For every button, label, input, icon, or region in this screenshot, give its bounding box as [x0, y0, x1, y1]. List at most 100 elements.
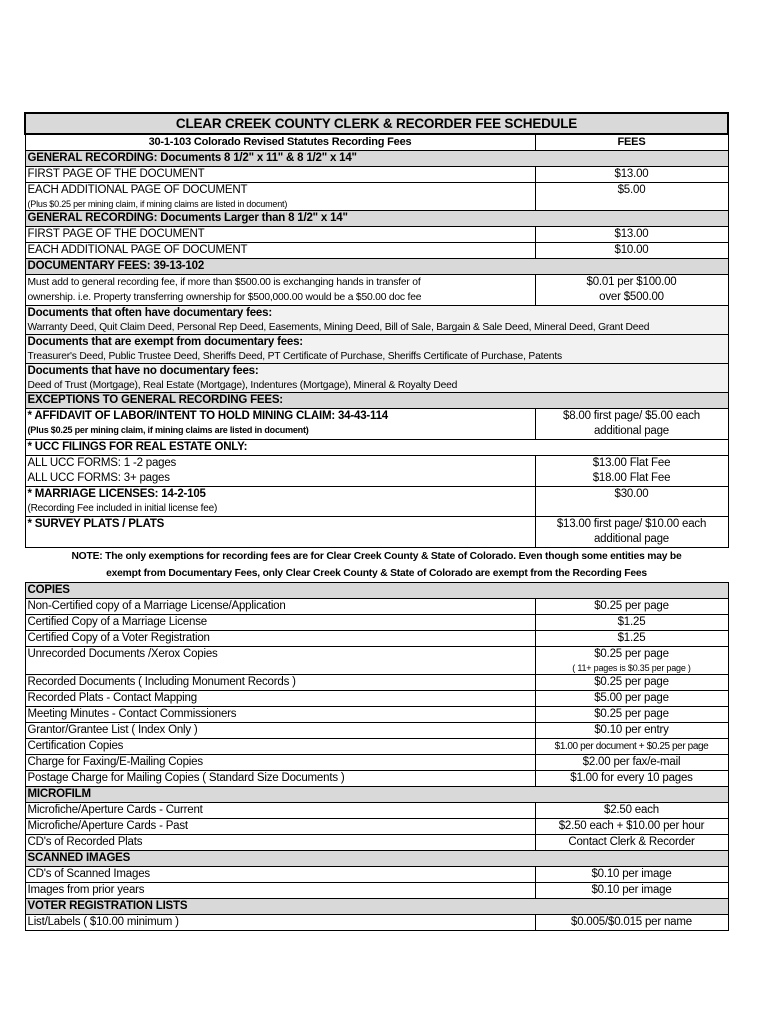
- fee-description: * SURVEY PLATS / PLATS: [24, 516, 536, 548]
- list-text: Warranty Deed, Quit Claim Deed, Personal…: [24, 321, 729, 335]
- fee-line: $2.50 each + $10.00 per hour: [558, 820, 705, 832]
- fee-amount: $0.10 per entry: [534, 722, 729, 739]
- subhead-text: Documents that are exempt from documenta…: [24, 334, 729, 350]
- fee-line: $1.00 for every 10 pages: [570, 772, 693, 784]
- fee-line: $0.10 per entry: [594, 724, 669, 736]
- fee-line: over $500.00: [599, 291, 664, 303]
- list-row: Deed of Trust (Mortgage), Real Estate (M…: [24, 379, 729, 393]
- description-line: Charge for Faxing/E-Mailing Copies: [27, 756, 204, 768]
- section-row: DOCUMENTARY FEES: 39-13-102: [24, 258, 729, 275]
- fee-description: Images from prior years: [24, 882, 536, 899]
- fee-line: Contact Clerk & Recorder: [568, 836, 695, 848]
- fee-line: $1.25: [617, 632, 646, 644]
- description-line: Certified Copy of a Voter Registration: [27, 632, 210, 644]
- description-line: CD's of Scanned Images: [27, 868, 151, 880]
- fee-row: Recorded Documents ( Including Monument …: [24, 674, 729, 691]
- description-line: Grantor/Grantee List ( Index Only ): [27, 724, 198, 736]
- section-text: COPIES: [24, 582, 729, 599]
- fee-amount: $0.10 per image: [534, 866, 729, 883]
- fee-line: $13.00 Flat Fee: [592, 457, 671, 469]
- description-line: * MARRIAGE LICENSES: 14-2-105: [27, 488, 206, 500]
- description-line: ALL UCC FORMS: 1 -2 pages: [27, 457, 177, 469]
- list-text: Treasurer's Deed, Public Trustee Deed, S…: [24, 350, 729, 364]
- fee-row: FIRST PAGE OF THE DOCUMENT $13.00: [24, 166, 729, 183]
- header-row: 30-1-103 Colorado Revised Statutes Recor…: [24, 133, 729, 151]
- description-note: (Plus $0.25 per mining claim, if mining …: [27, 199, 288, 209]
- description-line: Postage Charge for Mailing Copies ( Stan…: [27, 772, 345, 784]
- fee-row: Must add to general recording fee, if mo…: [24, 274, 729, 306]
- fee-amount: $5.00 per page: [534, 690, 729, 707]
- section-text: SCANNED IMAGES: [24, 850, 729, 867]
- fee-description: Recorded Plats - Contact Mapping: [24, 690, 536, 707]
- fee-description: Meeting Minutes - Contact Commissioners: [24, 706, 536, 723]
- description-line: Must add to general recording fee, if mo…: [27, 277, 421, 288]
- fee-amount: $1.00 per document + $0.25 per page: [534, 738, 729, 755]
- description-line: * UCC FILINGS FOR REAL ESTATE ONLY:: [27, 441, 248, 453]
- subhead-text: Documents that have no documentary fees:: [24, 363, 729, 379]
- fee-row: ALL UCC FORMS: 1 -2 pages ALL UCC FORMS: …: [24, 455, 729, 487]
- fee-amount: $0.01 per $100.00 over $500.00: [534, 274, 729, 306]
- fee-line: $0.25 per page: [594, 708, 669, 720]
- subhead-row: Documents that have no documentary fees:: [24, 363, 729, 379]
- fee-description: Non-Certified copy of a Marriage License…: [24, 598, 536, 615]
- description-line: Recorded Plats - Contact Mapping: [27, 692, 198, 704]
- fee-amount: $1.25: [534, 630, 729, 647]
- fee-row: * AFFIDAVIT OF LABOR/INTENT TO HOLD MINI…: [24, 408, 729, 440]
- section-row: COPIES: [24, 582, 729, 599]
- description-note: (Recording Fee included in initial licen…: [27, 503, 218, 514]
- fee-row: FIRST PAGE OF THE DOCUMENT $13.00: [24, 226, 729, 243]
- description-line: Certification Copies: [27, 740, 124, 752]
- fee-line: $0.005/$0.015 per name: [571, 916, 692, 928]
- section-text: EXCEPTIONS TO GENERAL RECORDING FEES:: [24, 392, 729, 409]
- fee-amount: $8.00 first page/ $5.00 each additional p…: [534, 408, 729, 440]
- note-line: exempt from Documentary Fees, only Clear…: [106, 568, 647, 579]
- note-line: NOTE: The only exemptions for recording …: [71, 551, 682, 562]
- description-line: Microfiche/Aperture Cards - Past: [27, 820, 189, 832]
- fee-description: CD's of Recorded Plats: [24, 834, 536, 851]
- fee-row: Charge for Faxing/E-Mailing Copies $2.00 …: [24, 754, 729, 771]
- list-text: Deed of Trust (Mortgage), Real Estate (M…: [24, 379, 729, 393]
- section-row: GENERAL RECORDING: Documents Larger than…: [24, 210, 729, 227]
- fee-description: Unrecorded Documents /Xerox Copies: [24, 646, 536, 675]
- fee-row: Recorded Plats - Contact Mapping $5.00 pe…: [24, 690, 729, 707]
- description-line: EACH ADDITIONAL PAGE OF DOCUMENT: [27, 184, 248, 196]
- description-line: Meeting Minutes - Contact Commissioners: [27, 708, 237, 720]
- subhead-row: Documents that are exempt from documenta…: [24, 334, 729, 350]
- fee-line: $0.10 per image: [591, 884, 672, 896]
- section-text: GENERAL RECORDING: Documents Larger than…: [24, 210, 729, 227]
- fee-row: CD's of Recorded Plats Contact Clerk & Re…: [24, 834, 729, 851]
- fee-amount: $0.25 per page ( 11+ pages is $0.35 per p…: [534, 646, 729, 675]
- subhead-text: Documents that often have documentary fe…: [24, 305, 729, 321]
- fee-description: Grantor/Grantee List ( Index Only ): [24, 722, 536, 739]
- description-line: Microfiche/Aperture Cards - Current: [27, 804, 203, 816]
- title-text: CLEAR CREEK COUNTY CLERK & RECORDER FEE …: [24, 112, 729, 135]
- fee-row: Postage Charge for Mailing Copies ( Stan…: [24, 770, 729, 787]
- fee-line: $0.25 per page: [594, 648, 669, 660]
- fee-row: Grantor/Grantee List ( Index Only ) $0.10…: [24, 722, 729, 739]
- description-line: * SURVEY PLATS / PLATS: [27, 518, 165, 530]
- section-text: MICROFILM: [24, 786, 729, 803]
- fee-description: Microfiche/Aperture Cards - Current: [24, 802, 536, 819]
- fee-amount: $0.25 per page: [534, 706, 729, 723]
- fee-line: $1.00 per document + $0.25 per page: [554, 741, 709, 752]
- subhead-row: Documents that often have documentary fe…: [24, 305, 729, 321]
- fee-line: $2.50 each: [604, 804, 659, 816]
- description-line: [28, 532, 533, 547]
- fee-line: $2.00 per fax/e-mail: [582, 756, 681, 768]
- section-text: GENERAL RECORDING: Documents 8 1/2" x 11…: [24, 150, 729, 167]
- list-row: Treasurer's Deed, Public Trustee Deed, S…: [24, 350, 729, 364]
- fee-description: * MARRIAGE LICENSES: 14-2-105 (Recording …: [24, 486, 536, 517]
- fee-amount: $2.00 per fax/e-mail: [534, 754, 729, 771]
- fee-description: Microfiche/Aperture Cards - Past: [24, 818, 536, 835]
- fee-description: * AFFIDAVIT OF LABOR/INTENT TO HOLD MINI…: [24, 408, 536, 440]
- fee-description: Certification Copies: [24, 738, 536, 755]
- fee-row: EACH ADDITIONAL PAGE OF DOCUMENT $10.00: [24, 242, 729, 259]
- fee-amount: $2.50 each: [534, 802, 729, 819]
- fee-row: CD's of Scanned Images $0.10 per image: [24, 866, 729, 883]
- fee-line: $0.25 per page: [594, 676, 669, 688]
- fee-row: * MARRIAGE LICENSES: 14-2-105 (Recording …: [24, 486, 729, 517]
- description-line: Images from prior years: [27, 884, 145, 896]
- description-line: Certified Copy of a Marriage License: [27, 616, 208, 628]
- fee-amount: $13.00: [534, 166, 729, 183]
- fee-line: $8.00 first page/ $5.00 each: [563, 410, 700, 422]
